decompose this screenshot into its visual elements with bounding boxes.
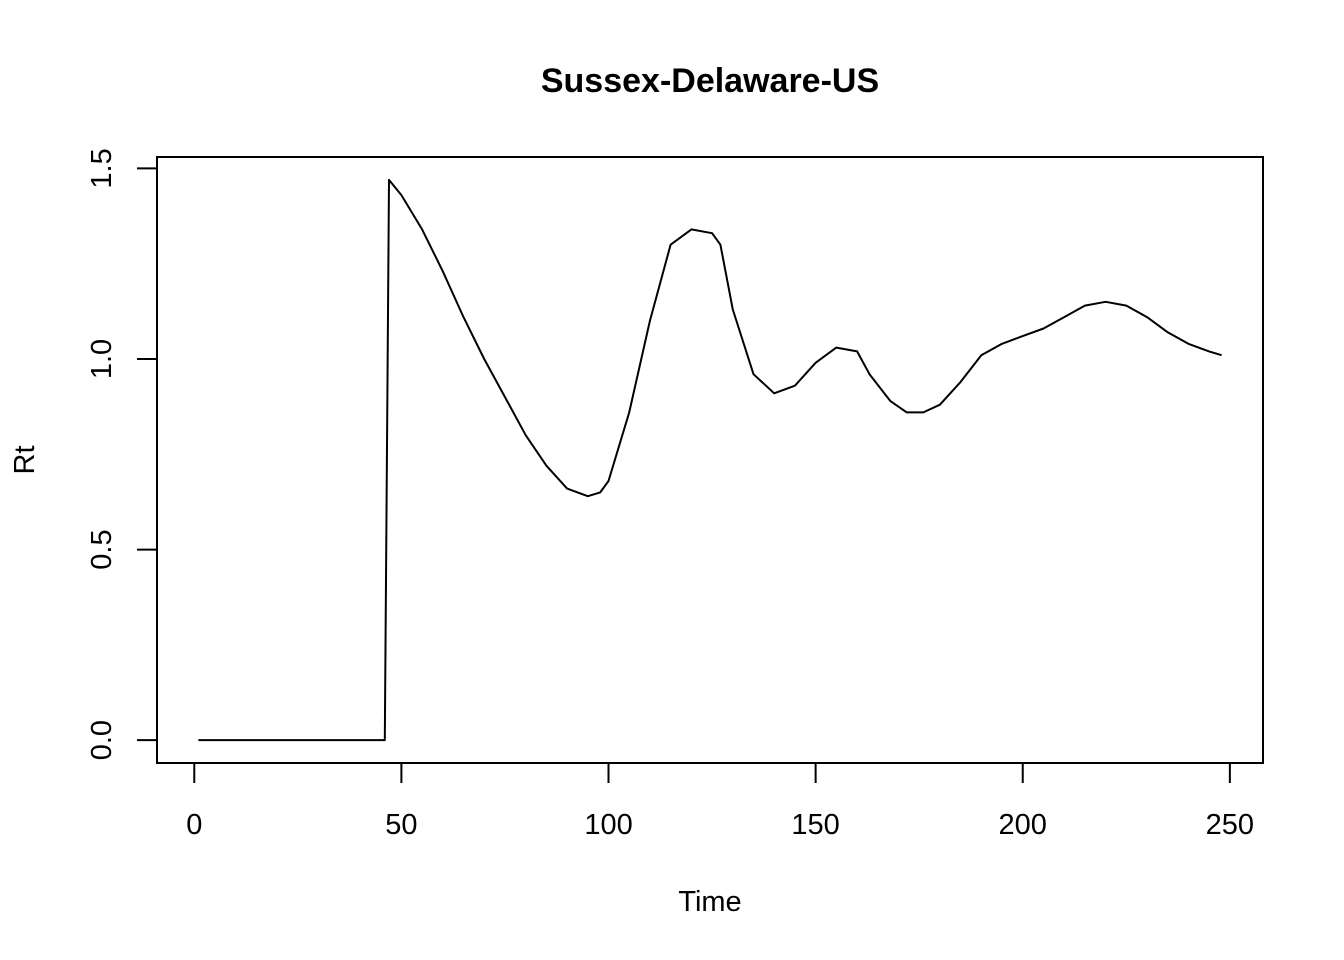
- x-tick-label: 200: [999, 809, 1047, 841]
- x-tick-label: 0: [186, 809, 202, 841]
- plot-frame: [156, 156, 1264, 764]
- plot-area: [198, 178, 1222, 742]
- x-axis-label: Time: [678, 886, 741, 918]
- x-axis: 0 50 100 150 200 250: [186, 762, 1254, 841]
- y-axis: 0.0 0.5 1.0 1.5: [86, 148, 158, 760]
- chart-title: Sussex-Delaware-US: [541, 62, 879, 100]
- x-tick-label: 150: [791, 809, 839, 841]
- series-line: [198, 178, 1222, 742]
- x-tick-label: 250: [1206, 809, 1254, 841]
- y-tick-label: 0.0: [86, 720, 118, 760]
- x-tick-label: 50: [385, 809, 417, 841]
- y-axis-label: Rt: [9, 446, 41, 475]
- x-tick-label: 100: [584, 809, 632, 841]
- y-tick-label: 1.5: [86, 148, 118, 188]
- y-tick-label: 1.0: [86, 339, 118, 379]
- y-tick-label: 0.5: [86, 529, 118, 569]
